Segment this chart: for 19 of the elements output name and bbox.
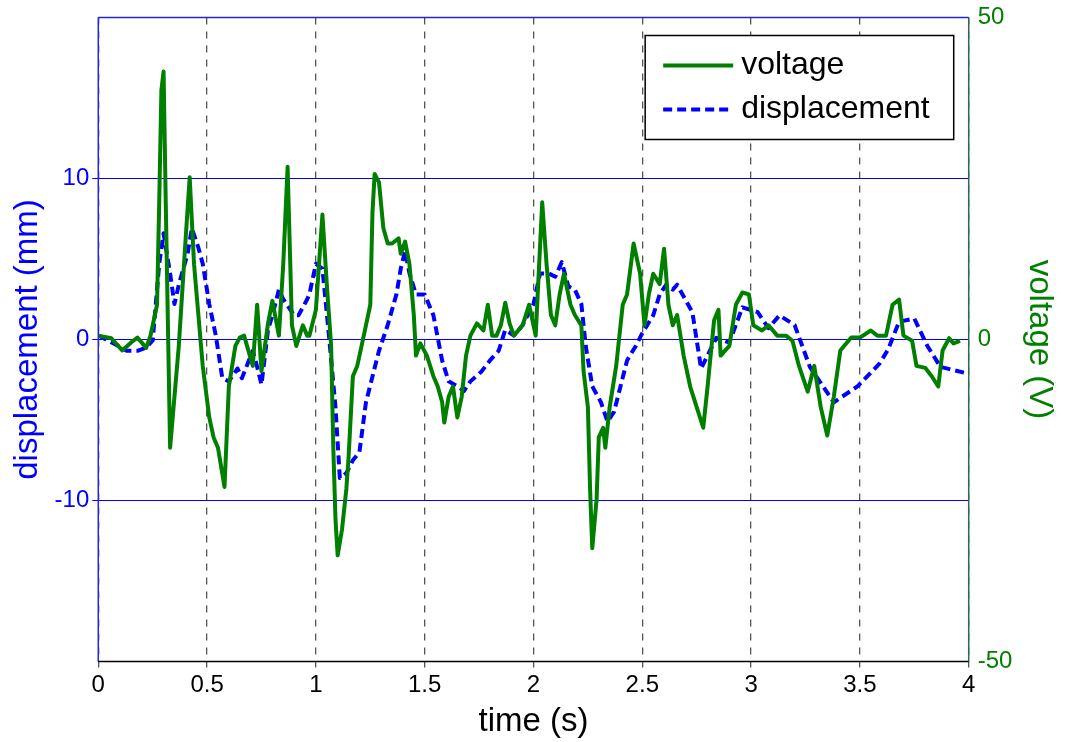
x-tick-label: 0.5 xyxy=(190,669,224,697)
x-tick-label: 1 xyxy=(309,669,323,697)
y2-tick-label: 50 xyxy=(977,2,1005,30)
y2-axis-title: voltage (V) xyxy=(1023,259,1061,420)
x-tick-label: 1.5 xyxy=(408,669,442,697)
x-tick-label: 2 xyxy=(526,669,541,697)
x-axis-title: time (s) xyxy=(478,701,589,739)
y2-tick-label: 0 xyxy=(977,324,992,352)
legend-label: voltage xyxy=(741,45,845,82)
y-tick-label: 10 xyxy=(62,163,90,191)
legend-label: displacement xyxy=(741,89,930,126)
x-tick-label: 3.5 xyxy=(843,669,877,697)
x-tick-label: 4 xyxy=(962,669,976,697)
x-tick-label: 3 xyxy=(744,669,758,697)
y2-tick-label: -50 xyxy=(977,646,1013,674)
x-tick-label: 2.5 xyxy=(625,669,659,697)
y-axis-title: displacement (mm) xyxy=(6,199,44,480)
y-tick-label: -10 xyxy=(54,485,90,513)
y-tick-label: 0 xyxy=(75,324,90,352)
